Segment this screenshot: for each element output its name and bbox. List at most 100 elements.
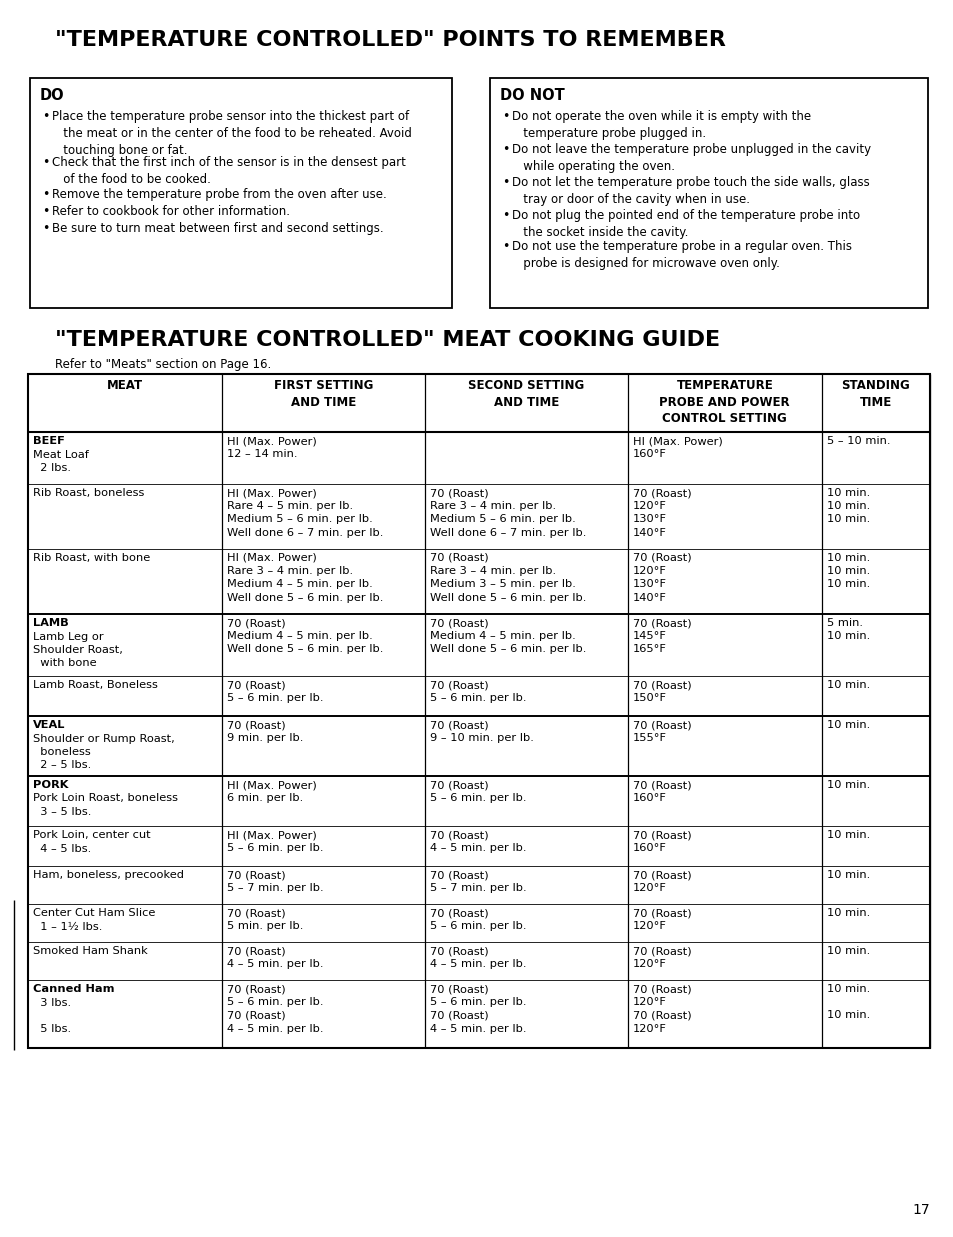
Text: HI (Max. Power)
12 – 14 min.: HI (Max. Power) 12 – 14 min. xyxy=(227,435,316,459)
Text: 70 (Roast)
160°F: 70 (Roast) 160°F xyxy=(632,781,691,803)
Text: 5 min.
10 min.: 5 min. 10 min. xyxy=(826,618,869,641)
Text: 70 (Roast)
120°F: 70 (Roast) 120°F xyxy=(632,870,691,893)
Text: 10 min.
10 min.
10 min.: 10 min. 10 min. 10 min. xyxy=(826,553,869,589)
Text: 70 (Roast)
5 min. per lb.: 70 (Roast) 5 min. per lb. xyxy=(227,908,303,931)
Text: Center Cut Ham Slice: Center Cut Ham Slice xyxy=(33,908,155,918)
Text: 10 min.: 10 min. xyxy=(826,946,869,956)
Text: 70 (Roast)
150°F: 70 (Roast) 150°F xyxy=(632,680,691,703)
Text: MEAT: MEAT xyxy=(107,379,143,392)
Text: •: • xyxy=(501,176,509,189)
Text: Ham, boneless, precooked: Ham, boneless, precooked xyxy=(33,870,184,880)
Text: 70 (Roast)
160°F: 70 (Roast) 160°F xyxy=(632,830,691,854)
Text: •: • xyxy=(501,240,509,254)
Text: 10 min.: 10 min. xyxy=(826,870,869,880)
Text: 5 – 10 min.: 5 – 10 min. xyxy=(826,435,889,447)
Text: 10 min.

10 min.: 10 min. 10 min. xyxy=(826,983,869,1021)
Text: 70 (Roast)
5 – 6 min. per lb.: 70 (Roast) 5 – 6 min. per lb. xyxy=(430,908,526,931)
Text: 70 (Roast)
120°F: 70 (Roast) 120°F xyxy=(632,908,691,931)
Text: 70 (Roast)
9 min. per lb.: 70 (Roast) 9 min. per lb. xyxy=(227,720,303,743)
Text: Pork Loin, center cut: Pork Loin, center cut xyxy=(33,830,151,840)
Text: 70 (Roast)
120°F
70 (Roast)
120°F: 70 (Roast) 120°F 70 (Roast) 120°F xyxy=(632,983,691,1034)
Text: Pork Loin Roast, boneless: Pork Loin Roast, boneless xyxy=(33,793,178,804)
Text: HI (Max. Power)
Rare 4 – 5 min. per lb.
Medium 5 – 6 min. per lb.
Well done 6 – : HI (Max. Power) Rare 4 – 5 min. per lb. … xyxy=(227,489,383,538)
Text: LAMB: LAMB xyxy=(33,618,69,628)
Text: 70 (Roast)
5 – 6 min. per lb.
70 (Roast)
4 – 5 min. per lb.: 70 (Roast) 5 – 6 min. per lb. 70 (Roast)… xyxy=(430,983,526,1034)
Text: Do not leave the temperature probe unplugged in the cavity
   while operating th: Do not leave the temperature probe unplu… xyxy=(512,143,870,173)
Text: Canned Ham: Canned Ham xyxy=(33,983,114,995)
Text: •: • xyxy=(42,156,50,169)
Text: 70 (Roast)
5 – 7 min. per lb.: 70 (Roast) 5 – 7 min. per lb. xyxy=(430,870,526,893)
Text: 4 – 5 lbs.: 4 – 5 lbs. xyxy=(33,844,91,854)
Text: DO: DO xyxy=(40,88,65,103)
Text: 70 (Roast)
Rare 3 – 4 min. per lb.
Medium 5 – 6 min. per lb.
Well done 6 – 7 min: 70 (Roast) Rare 3 – 4 min. per lb. Mediu… xyxy=(430,489,586,538)
Text: 70 (Roast)
Medium 4 – 5 min. per lb.
Well done 5 – 6 min. per lb.: 70 (Roast) Medium 4 – 5 min. per lb. Wel… xyxy=(430,618,586,654)
Text: 70 (Roast)
145°F
165°F: 70 (Roast) 145°F 165°F xyxy=(632,618,691,654)
Text: •: • xyxy=(501,110,509,122)
Text: 10 min.: 10 min. xyxy=(826,830,869,840)
Text: 70 (Roast)
5 – 7 min. per lb.: 70 (Roast) 5 – 7 min. per lb. xyxy=(227,870,323,893)
Text: 70 (Roast)
155°F: 70 (Roast) 155°F xyxy=(632,720,691,743)
Text: Do not let the temperature probe touch the side walls, glass
   tray or door of : Do not let the temperature probe touch t… xyxy=(512,176,869,207)
Text: HI (Max. Power)
6 min. per lb.: HI (Max. Power) 6 min. per lb. xyxy=(227,781,316,803)
Text: 70 (Roast)
5 – 6 min. per lb.: 70 (Roast) 5 – 6 min. per lb. xyxy=(430,781,526,803)
Text: 70 (Roast)
5 – 6 min. per lb.: 70 (Roast) 5 – 6 min. per lb. xyxy=(227,680,323,703)
Text: Be sure to turn meat between first and second settings.: Be sure to turn meat between first and s… xyxy=(52,221,383,235)
Text: Shoulder or Rump Roast,: Shoulder or Rump Roast, xyxy=(33,734,174,743)
Text: 70 (Roast)
120°F: 70 (Roast) 120°F xyxy=(632,946,691,970)
Text: 70 (Roast)
9 – 10 min. per lb.: 70 (Roast) 9 – 10 min. per lb. xyxy=(430,720,533,743)
Text: Shoulder Roast,: Shoulder Roast, xyxy=(33,644,123,656)
Text: Lamb Roast, Boneless: Lamb Roast, Boneless xyxy=(33,680,157,690)
Text: Refer to "Meats" section on Page 16.: Refer to "Meats" section on Page 16. xyxy=(55,357,271,371)
Bar xyxy=(490,78,927,308)
Text: Remove the temperature probe from the oven after use.: Remove the temperature probe from the ov… xyxy=(52,188,386,200)
Text: Meat Loaf: Meat Loaf xyxy=(33,449,89,459)
Text: Lamb Leg or: Lamb Leg or xyxy=(33,632,104,642)
Text: HI (Max. Power)
5 – 6 min. per lb.: HI (Max. Power) 5 – 6 min. per lb. xyxy=(227,830,323,854)
Text: 3 – 5 lbs.: 3 – 5 lbs. xyxy=(33,807,91,816)
Text: 10 min.: 10 min. xyxy=(826,908,869,918)
Text: •: • xyxy=(42,188,50,200)
Text: "TEMPERATURE CONTROLLED" MEAT COOKING GUIDE: "TEMPERATURE CONTROLLED" MEAT COOKING GU… xyxy=(55,330,720,350)
Text: 70 (Roast)
120°F
130°F
140°F: 70 (Roast) 120°F 130°F 140°F xyxy=(632,489,691,538)
Text: PORK: PORK xyxy=(33,781,69,790)
Text: 10 min.: 10 min. xyxy=(826,720,869,730)
Text: Do not use the temperature probe in a regular oven. This
   probe is designed fo: Do not use the temperature probe in a re… xyxy=(512,240,851,270)
Text: Place the temperature probe sensor into the thickest part of
   the meat or in t: Place the temperature probe sensor into … xyxy=(52,110,412,157)
Text: 5 lbs.: 5 lbs. xyxy=(33,1024,71,1034)
Text: 10 min.: 10 min. xyxy=(826,781,869,790)
Text: 10 min.
10 min.
10 min.: 10 min. 10 min. 10 min. xyxy=(826,489,869,524)
Text: VEAL: VEAL xyxy=(33,720,66,730)
Text: 70 (Roast)
120°F
130°F
140°F: 70 (Roast) 120°F 130°F 140°F xyxy=(632,553,691,602)
Text: Do not plug the pointed end of the temperature probe into
   the socket inside t: Do not plug the pointed end of the tempe… xyxy=(512,209,860,239)
Text: Rib Roast, boneless: Rib Roast, boneless xyxy=(33,489,144,499)
Text: BEEF: BEEF xyxy=(33,435,65,447)
Text: Do not operate the oven while it is empty with the
   temperature probe plugged : Do not operate the oven while it is empt… xyxy=(512,110,810,140)
Text: 1 – 1½ lbs.: 1 – 1½ lbs. xyxy=(33,922,102,931)
Text: TEMPERATURE
PROBE AND POWER
CONTROL SETTING: TEMPERATURE PROBE AND POWER CONTROL SETT… xyxy=(659,379,789,426)
Text: 70 (Roast)
5 – 6 min. per lb.
70 (Roast)
4 – 5 min. per lb.: 70 (Roast) 5 – 6 min. per lb. 70 (Roast)… xyxy=(227,983,323,1034)
Text: •: • xyxy=(501,209,509,221)
Text: Smoked Ham Shank: Smoked Ham Shank xyxy=(33,946,148,956)
Text: 3 lbs.: 3 lbs. xyxy=(33,997,71,1007)
Text: •: • xyxy=(501,143,509,156)
Bar xyxy=(30,78,452,308)
Text: •: • xyxy=(42,221,50,235)
Text: 2 lbs.: 2 lbs. xyxy=(33,463,71,473)
Text: HI (Max. Power)
160°F: HI (Max. Power) 160°F xyxy=(632,435,721,459)
Text: DO NOT: DO NOT xyxy=(499,88,564,103)
Text: Check that the first inch of the sensor is in the densest part
   of the food to: Check that the first inch of the sensor … xyxy=(52,156,405,186)
Text: 2 – 5 lbs.: 2 – 5 lbs. xyxy=(33,761,91,771)
Text: "TEMPERATURE CONTROLLED" POINTS TO REMEMBER: "TEMPERATURE CONTROLLED" POINTS TO REMEM… xyxy=(55,30,725,49)
Text: 70 (Roast)
5 – 6 min. per lb.: 70 (Roast) 5 – 6 min. per lb. xyxy=(430,680,526,703)
Text: 70 (Roast)
4 – 5 min. per lb.: 70 (Roast) 4 – 5 min. per lb. xyxy=(227,946,323,970)
Text: with bone: with bone xyxy=(33,658,96,668)
Text: STANDING
TIME: STANDING TIME xyxy=(841,379,909,408)
Text: HI (Max. Power)
Rare 3 – 4 min. per lb.
Medium 4 – 5 min. per lb.
Well done 5 – : HI (Max. Power) Rare 3 – 4 min. per lb. … xyxy=(227,553,383,602)
Text: 70 (Roast)
4 – 5 min. per lb.: 70 (Roast) 4 – 5 min. per lb. xyxy=(430,946,526,970)
Text: Refer to cookbook for other information.: Refer to cookbook for other information. xyxy=(52,205,290,218)
Text: SECOND SETTING
AND TIME: SECOND SETTING AND TIME xyxy=(468,379,584,408)
Text: 10 min.: 10 min. xyxy=(826,680,869,690)
Text: 70 (Roast)
Rare 3 – 4 min. per lb.
Medium 3 – 5 min. per lb.
Well done 5 – 6 min: 70 (Roast) Rare 3 – 4 min. per lb. Mediu… xyxy=(430,553,586,602)
Text: •: • xyxy=(42,205,50,218)
Text: boneless: boneless xyxy=(33,747,91,757)
